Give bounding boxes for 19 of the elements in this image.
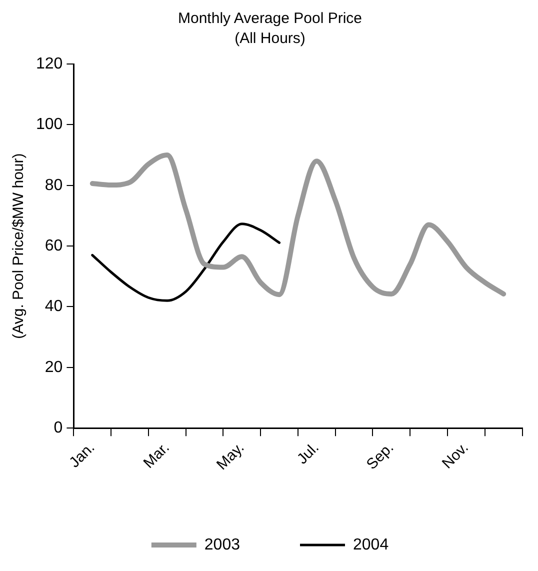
x-tick-label: Mar. <box>140 439 173 472</box>
chart-title: Monthly Average Pool Price <box>178 10 362 28</box>
x-tick-label: Jul. <box>294 439 322 468</box>
y-tick-label: 20 <box>44 358 63 376</box>
y-tick-label: 80 <box>44 176 63 194</box>
chart-subtitle: (All Hours) <box>234 30 306 48</box>
y-axis-title: (Avg. Pool Price/$MW hour) <box>10 153 28 339</box>
y-tick-label: 0 <box>54 419 63 436</box>
legend-label: 2003 <box>204 536 240 554</box>
y-tick-label: 100 <box>36 116 63 134</box>
y-tick-label: 60 <box>44 237 63 254</box>
x-tick-label: May. <box>213 439 248 474</box>
line-series <box>91 222 281 302</box>
y-tick-label: 40 <box>44 298 63 316</box>
x-tick-label: Nov. <box>438 439 472 472</box>
legend-label: 2004 <box>353 536 389 554</box>
x-tick-label: Sep. <box>363 439 398 474</box>
y-tick-label: 120 <box>36 55 63 72</box>
x-tick-label: Jan. <box>66 439 98 472</box>
